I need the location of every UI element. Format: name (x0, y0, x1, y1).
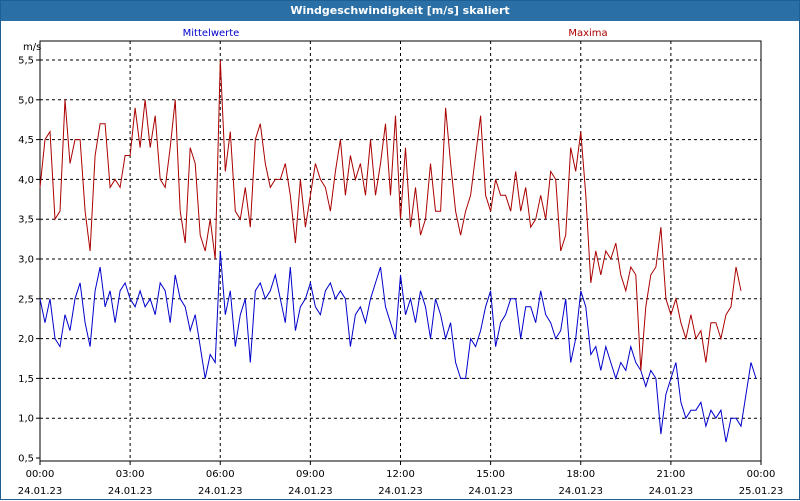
x-tick-date: 24.01.23 (558, 486, 603, 497)
series-line-maxima (39, 59, 742, 371)
x-tick-date: 25.01.23 (739, 486, 784, 497)
x-tick-date: 24.01.23 (288, 486, 333, 497)
x-tick-time: 15:00 (476, 469, 505, 480)
x-tick-date: 24.01.23 (198, 486, 243, 497)
x-tick-time: 00:00 (26, 469, 55, 480)
x-tick-date: 24.01.23 (378, 486, 423, 497)
series-lines (39, 59, 757, 443)
x-tick-time: 06:00 (206, 469, 235, 480)
y-tick-label: 4,5 (18, 135, 34, 146)
x-tick-time: 18:00 (566, 469, 595, 480)
y-tick-label: 2,5 (18, 294, 34, 305)
x-tick-time: 00:00 (747, 469, 776, 480)
y-tick-label: 0,5 (18, 454, 34, 465)
x-tick-date: 24.01.23 (108, 486, 153, 497)
window-title: Windgeschwindigkeit [m/s] skaliert (1, 1, 799, 21)
y-tick-label: 2,0 (18, 334, 34, 345)
legend-maxima: Maxima (568, 28, 607, 39)
series-line-mittelwerte (39, 250, 757, 443)
x-axis-ticks: 00:00 24.01.23 03:00 24.01.23 06:00 24.01.23 0… (18, 461, 784, 497)
x-tick-time: 03:00 (116, 469, 145, 480)
y-tick-label: 5,5 (18, 56, 34, 67)
y-axis-ticks: 0,5 1,0 1,5 2,0 2,5 3,0 3,5 4,0 4,5 5,0 5,5 (18, 56, 40, 465)
grid (40, 41, 761, 461)
y-tick-label: 1,5 (18, 374, 34, 385)
y-tick-label: 5,0 (18, 95, 34, 106)
y-axis-unit: m/s (23, 42, 41, 53)
x-tick-date: 24.01.23 (468, 486, 513, 497)
x-tick-time: 09:00 (296, 469, 325, 480)
x-tick-date: 24.01.23 (649, 486, 694, 497)
x-tick-time: 12:00 (386, 469, 415, 480)
x-tick-time: 21:00 (656, 469, 685, 480)
y-tick-label: 3,0 (18, 255, 34, 266)
x-tick-date: 24.01.23 (18, 486, 63, 497)
y-tick-label: 3,5 (18, 215, 34, 226)
y-tick-label: 1,0 (18, 414, 34, 425)
legend-mittelwerte: Mittelwerte (183, 28, 240, 39)
y-tick-label: 4,0 (18, 175, 34, 186)
